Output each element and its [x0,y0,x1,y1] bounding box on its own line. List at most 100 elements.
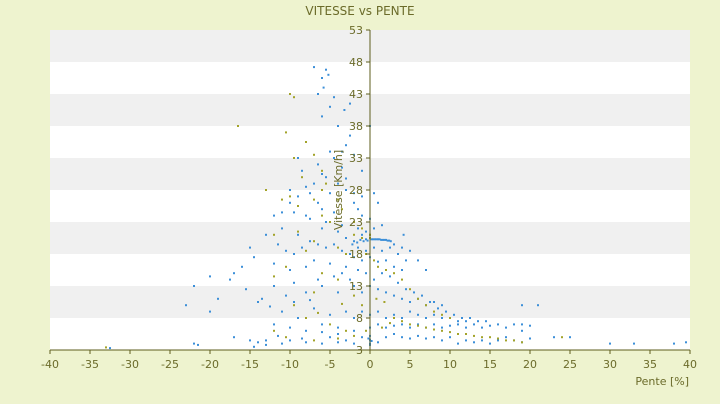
data-point [409,249,411,252]
data-point [321,214,323,217]
data-point [289,326,291,329]
data-point [293,253,295,255]
data-point [351,243,354,246]
data-point [353,334,355,337]
data-point [397,281,399,284]
data-point [265,339,267,342]
data-point [465,333,467,335]
data-point [361,227,363,230]
data-point [273,329,275,332]
data-point [321,285,323,287]
data-point [233,272,235,275]
y-axis-label: Vitesse [Km/h] [332,150,345,230]
data-point [372,238,375,241]
data-point [297,317,299,319]
data-point [385,317,387,319]
data-point [457,323,459,326]
data-point [313,339,315,342]
data-point [293,304,295,307]
x-tick-label: -25 [161,358,179,371]
data-point [313,66,315,69]
x-tick-label: 5 [407,358,414,371]
data-point [333,243,335,246]
data-point [337,230,339,233]
data-point [367,337,370,340]
data-point [425,337,427,340]
data-point [561,336,563,339]
data-point [345,237,347,239]
data-point [237,125,239,127]
data-point [537,304,539,307]
data-point [361,214,363,217]
data-point [473,334,475,337]
x-tick-label: -20 [201,358,219,371]
data-point [373,227,375,230]
data-point [337,337,339,340]
data-point [457,333,459,335]
data-point [297,230,299,233]
data-point [489,324,491,327]
data-point [329,150,331,153]
data-point [325,68,327,71]
data-point [402,233,405,236]
data-point [341,208,343,211]
data-point [489,342,491,345]
data-point [317,163,319,166]
data-point [377,288,379,291]
data-point [327,73,330,76]
data-point [293,301,295,303]
data-point [321,272,323,275]
data-point [433,323,435,326]
data-point [489,336,491,339]
data-point [333,96,335,99]
data-point [273,323,275,326]
data-point [359,238,362,241]
data-point [401,297,403,300]
data-point [293,211,295,214]
data-point [197,343,199,346]
data-point [513,339,515,342]
data-point [353,285,355,287]
data-point [341,302,343,305]
data-point [377,323,379,326]
data-point [401,336,403,339]
data-point [449,324,451,327]
data-point [305,141,307,143]
data-point [361,237,363,239]
data-point [361,310,363,313]
data-point [309,192,311,195]
data-point [257,301,259,303]
x-tick-label: 15 [483,358,497,371]
data-point [405,259,407,262]
data-point [433,336,435,339]
data-point [305,185,307,188]
data-point [497,323,499,326]
data-point [401,320,403,323]
data-point [362,240,365,243]
data-point [333,275,335,278]
y-tick-label: 13 [349,280,363,293]
data-point [305,329,307,332]
data-point [329,192,331,195]
data-point [289,339,291,342]
data-point [505,326,507,329]
data-point [261,297,263,300]
data-point [409,323,411,326]
data-point [317,278,319,281]
data-point [193,285,195,287]
data-point [449,317,451,319]
data-point [281,211,283,214]
data-point [349,278,351,281]
x-tick-label: 30 [603,358,617,371]
data-point [353,201,355,204]
data-point [313,240,315,243]
data-point [301,246,303,249]
data-point [322,86,325,89]
data-point [337,182,339,185]
data-point [305,214,307,217]
data-point [353,233,355,236]
data-point [366,239,369,242]
data-point [281,227,283,230]
data-point [521,304,523,307]
